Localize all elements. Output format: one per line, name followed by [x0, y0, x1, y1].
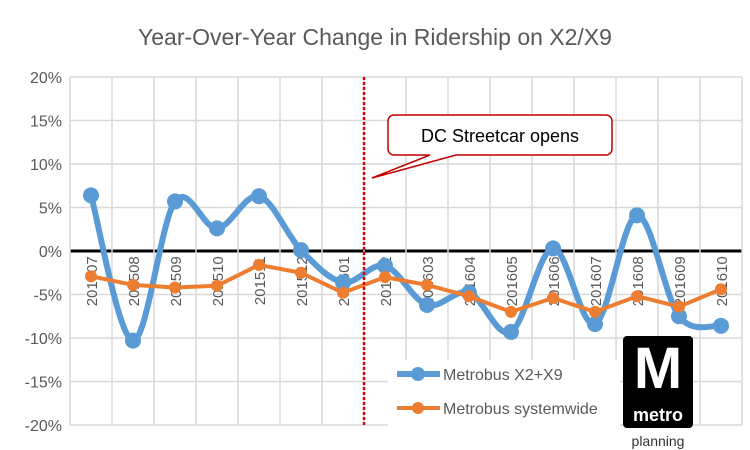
data-point — [545, 240, 561, 257]
x-tick-label: 201609 — [672, 256, 689, 306]
callout-text: DC Streetcar opens — [421, 126, 579, 146]
data-point — [167, 193, 183, 210]
data-point — [337, 286, 349, 299]
legend-swatch-marker — [412, 402, 424, 414]
logo-sub: planning — [632, 433, 685, 449]
data-point — [209, 220, 225, 237]
data-point — [83, 187, 99, 204]
y-tick-label: 20% — [30, 70, 62, 87]
data-point — [629, 207, 645, 224]
metro-planning-logo: M metro planning — [623, 336, 693, 449]
legend-label: Metrobus systemwide — [443, 401, 598, 418]
x-tick-label: 201610 — [714, 256, 731, 306]
data-point — [421, 278, 433, 291]
data-point — [587, 316, 603, 333]
data-point — [253, 258, 265, 271]
logo-box — [623, 336, 693, 428]
data-point — [293, 242, 309, 259]
y-tick-label: 0% — [39, 244, 62, 261]
x-tick-label: 201607 — [588, 256, 605, 306]
data-point — [589, 305, 601, 318]
data-point — [127, 278, 139, 291]
data-point — [251, 188, 267, 205]
x-tick-label: 201605 — [504, 256, 521, 306]
logo-letter: M — [634, 336, 682, 401]
data-point — [673, 300, 685, 313]
data-point — [125, 332, 141, 349]
data-point — [169, 281, 181, 294]
data-point — [295, 266, 307, 279]
data-point — [547, 291, 559, 304]
y-tick-label: -15% — [25, 375, 62, 392]
y-tick-label: -5% — [34, 288, 62, 305]
x-tick-label: 201509 — [168, 256, 185, 306]
data-point — [419, 296, 435, 313]
data-point — [211, 279, 223, 292]
x-tick-label: 201512 — [294, 256, 311, 306]
callout-box — [371, 114, 613, 179]
data-point — [377, 257, 393, 274]
data-point — [631, 290, 643, 303]
y-tick-label: 5% — [39, 201, 62, 218]
data-point — [713, 317, 729, 334]
data-point — [335, 274, 351, 291]
legend-label: Metrobus X2+X9 — [443, 367, 563, 384]
data-point — [505, 305, 517, 318]
y-tick-label: -10% — [25, 331, 62, 348]
y-tick-label: 10% — [30, 157, 62, 174]
legend-swatch-marker — [411, 367, 425, 381]
series-line-1 — [90, 262, 722, 314]
data-point — [463, 290, 475, 303]
data-point — [715, 283, 727, 296]
chart-title: Year-Over-Year Change in Ridership on X2… — [138, 24, 612, 50]
data-point — [671, 308, 687, 325]
data-point — [85, 270, 97, 283]
logo-word: metro — [633, 405, 683, 425]
y-tick-label: -20% — [25, 418, 62, 435]
y-tick-label: 15% — [30, 114, 62, 131]
data-point — [503, 323, 519, 340]
data-point — [379, 271, 391, 284]
